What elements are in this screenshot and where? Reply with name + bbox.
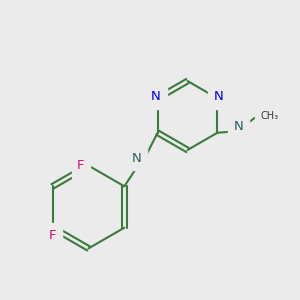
Text: N: N bbox=[233, 120, 243, 133]
Text: F: F bbox=[77, 159, 85, 172]
Text: N: N bbox=[214, 90, 224, 103]
Text: N: N bbox=[132, 152, 141, 164]
Text: N: N bbox=[151, 90, 161, 103]
Text: H: H bbox=[125, 148, 133, 158]
Text: CH₃: CH₃ bbox=[260, 111, 278, 121]
Text: F: F bbox=[49, 229, 56, 242]
Text: H: H bbox=[235, 117, 242, 127]
